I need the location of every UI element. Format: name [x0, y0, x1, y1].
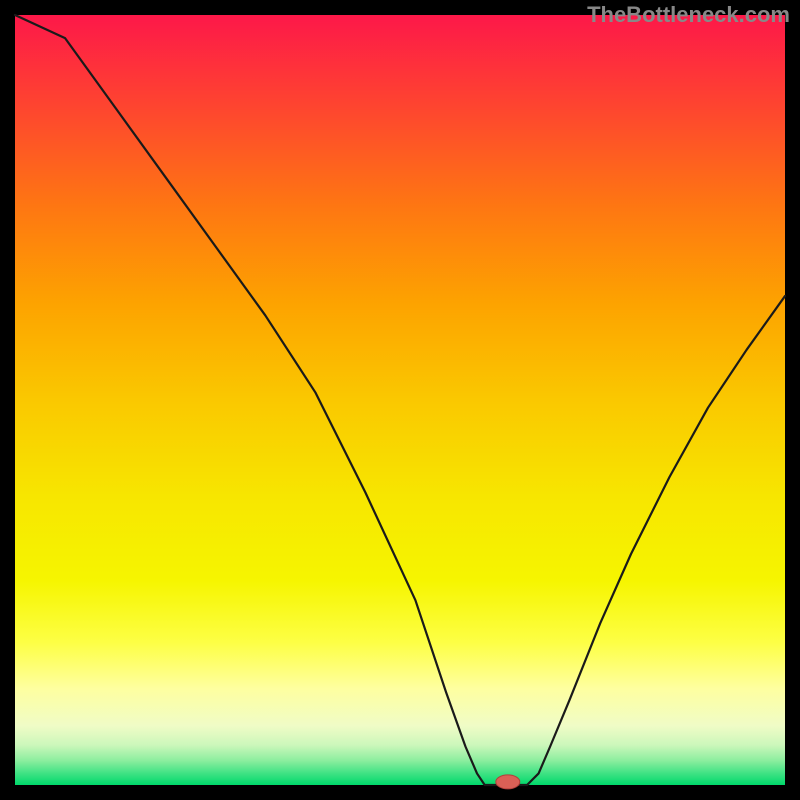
bottleneck-chart [0, 0, 800, 800]
optimal-point-marker [496, 775, 520, 789]
chart-container: TheBottleneck.com [0, 0, 800, 800]
